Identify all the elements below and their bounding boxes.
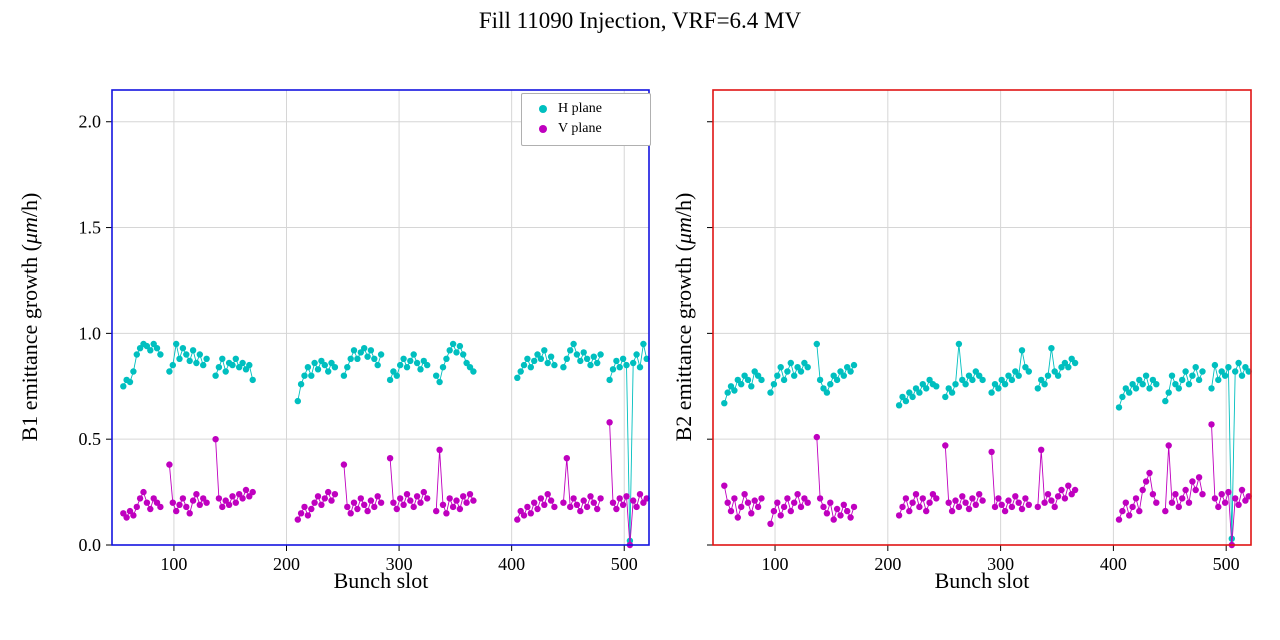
b2-x-axis-label: Bunch slot	[934, 568, 1030, 593]
b1-ticks: 100 200 300 400 500 0.0 0.5 1.0 1.5 2.0	[79, 112, 638, 574]
b1-x-tick-label: 100	[160, 554, 187, 574]
figure-title: Fill 11090 Injection, VRF=6.4 MV	[478, 8, 802, 33]
b2-axes-frame	[712, 89, 1252, 546]
b1-y-tick-label: 0.5	[79, 429, 102, 449]
b1-x-axis-label: Bunch slot	[333, 568, 429, 593]
b2-subplot: 100 200 300 400 500	[707, 89, 1252, 574]
b1-series-v-plane	[120, 419, 650, 549]
legend: H plane V plane	[521, 93, 651, 146]
b1-x-tick-label: 400	[498, 554, 525, 574]
legend-entry-v-plane: V plane	[522, 119, 650, 139]
b2-x-tick-label: 100	[762, 554, 789, 574]
b2-series-h-plane	[721, 340, 1252, 542]
legend-entry-h-plane: H plane	[522, 99, 650, 119]
b1-axes-frame	[111, 89, 650, 546]
legend-label-h-plane: H plane	[558, 101, 602, 116]
legend-label-v-plane: V plane	[558, 121, 602, 136]
b2-x-tick-label: 500	[1213, 554, 1240, 574]
b2-x-tick-label: 300	[987, 554, 1014, 574]
b1-x-tick-label: 200	[273, 554, 300, 574]
h-plane-marker-icon	[539, 105, 547, 113]
b1-y-tick-label: 0.0	[79, 535, 102, 555]
b2-x-tick-label: 400	[1100, 554, 1127, 574]
b1-x-tick-label: 300	[386, 554, 413, 574]
b1-series-h-plane	[120, 340, 650, 544]
b1-x-tick-label: 500	[611, 554, 638, 574]
b2-y-axis-label: B2 emittance growth (μm/h)	[671, 192, 696, 442]
b2-ticks: 100 200 300 400 500	[707, 121, 1240, 574]
b2-x-tick-label: 200	[874, 554, 901, 574]
b1-y-axis-label: B1 emittance growth (μm/h)	[17, 192, 42, 442]
b2-series-v-plane	[721, 421, 1252, 549]
b1-y-tick-label: 2.0	[79, 112, 102, 132]
b1-subplot: 100 200 300 400 500 0.0 0.5 1.0 1.5 2.0	[79, 89, 650, 574]
b1-y-tick-label: 1.0	[79, 323, 102, 343]
b1-y-tick-label: 1.5	[79, 218, 102, 238]
v-plane-marker-icon	[539, 125, 547, 133]
